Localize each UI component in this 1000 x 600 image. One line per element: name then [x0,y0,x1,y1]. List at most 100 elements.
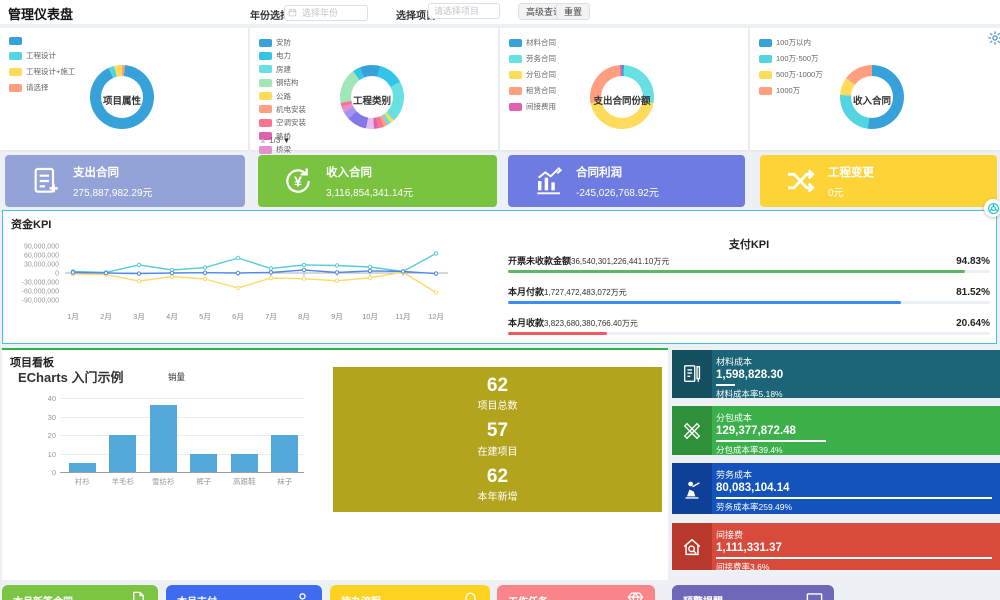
grid-line [60,453,304,455]
legend-swatch [509,70,522,79]
bar-衬衫[interactable] [68,462,96,472]
donut-chart[interactable]: 项目属性 [90,65,154,129]
legend-item[interactable]: 钢结构 [259,77,306,88]
legend-item[interactable]: 路桥 [259,131,306,142]
bottom-card-title: 预警提醒 [683,593,723,600]
year-select-input[interactable] [284,5,368,21]
stat-label: 在建项目 [477,446,518,458]
legend-item[interactable]: 100万-500万 [759,53,823,64]
legend-item[interactable]: 1000万 [759,85,823,96]
legend-label: 材料合同 [526,38,556,47]
settings-gear-icon[interactable] [987,30,1000,46]
payment-row-label: 开票未收款金额 [508,256,572,266]
legend-item[interactable]: 空调安装 [259,117,306,128]
legend-item[interactable] [9,37,75,45]
legend-item[interactable]: 安防 [259,37,306,48]
bar-chart-icon [532,165,564,197]
donut-chart[interactable]: 工程类别 [340,65,404,129]
legend-item[interactable]: 材料合同 [509,37,556,48]
legend-label: 空调安装 [276,118,306,128]
project-select-label: 选择项目 [396,11,436,22]
legend-swatch [509,54,522,63]
bottom-card-5[interactable]: 预警提醒 [672,585,834,600]
cost-card-1: 材料成本 1,598,828.30 材料成本率5.18% [672,350,1000,399]
legend-swatch [259,132,272,141]
cost-card-rate: 劳务成本率259.49% [716,502,793,512]
project-select-input[interactable] [428,3,500,19]
donut-chart[interactable]: 收入合同 [840,65,904,129]
legend-item[interactable]: 劳务合同 [509,53,556,64]
bottom-card-3[interactable]: 待办流程 [330,585,490,600]
legend-item[interactable]: 桥梁 [259,144,306,155]
cost-card-title: 材料成本 [716,357,753,367]
donut-chart[interactable]: 支出合同份额 [590,65,654,129]
kpi-card-1[interactable]: 支出合同 275,887,982.29元 [5,155,245,207]
legend-label: 租赁合同 [526,86,556,95]
payment-row-amount: 1,727,472,483,072万元 [544,288,627,297]
legend-item[interactable]: 房建 [259,64,306,75]
legend-label: 电力 [276,51,291,61]
kpi-card-2[interactable]: ¥ 收入合同 3,116,854,341.14元 [258,155,497,207]
payment-kpi-row: 本月付款 1,727,472,483,072万元 81.52% [508,285,990,316]
reset-button[interactable]: 重置 [556,3,591,20]
payment-kpi-row: 本月收款 3,823,680,380,766.40万元 20.64% [508,316,990,347]
legend-label: 公路 [276,91,291,101]
cost-rate-bar [716,384,736,386]
legend-swatch [259,78,272,87]
legend-item[interactable]: 租赁合同 [509,85,556,96]
progress-fill [508,270,966,273]
legend-item[interactable]: 500万-1000万 [759,69,823,80]
legend-swatch [759,86,772,95]
legend-swatch [150,373,164,382]
bottom-card-4[interactable]: 工作任务 [497,585,655,600]
legend-item[interactable]: 电力 [259,50,306,61]
legend-item[interactable]: 工程设计 [9,50,75,61]
legend-label: 1000万 [776,86,801,95]
bar-裤子[interactable] [190,453,218,472]
legend-label: 工程设计 [26,51,56,60]
legend-label: 500万-1000万 [776,70,823,79]
bottom-card-1[interactable]: 本月新签合同 [2,585,158,600]
project-stat: 62 项目总数 [333,374,662,412]
kpi-card-3[interactable]: 合同利润 -245,026,768.92元 [508,155,745,207]
donut-panel-4: 100万以内 100万-500万 500万-1000万 1000万 收入合同 [750,28,1000,150]
legend-item[interactable]: 分包合同 [509,69,556,80]
payment-row-percent: 20.64% [956,318,990,329]
legend-item[interactable]: 请选择 [9,82,75,93]
payment-row-percent: 94.83% [956,256,990,267]
legend-item[interactable]: 工程设计+施工 [9,66,75,77]
svg-text:90,000,000: 90,000,000 [24,244,59,251]
legend-item[interactable]: 机电安装 [259,104,306,115]
kpi-card-4[interactable]: 工程变更 0元 [760,155,997,207]
legend-item[interactable]: 100万以内 [759,37,823,48]
bar-chart-legend[interactable]: 销量 [150,371,185,383]
legend-item[interactable]: 间接费用 [509,101,556,112]
bar-高跟鞋[interactable] [230,453,258,472]
x-axis-category: 雪纺衫 [152,477,175,486]
legend-label: 工程设计+施工 [26,67,76,76]
cost-card-value: 1,598,828.30 [716,369,784,381]
legend-swatch [259,92,272,101]
bar-羊毛衫[interactable] [109,435,137,472]
svg-text:8月: 8月 [298,312,310,321]
theme-toolbox-button[interactable] [984,199,1000,217]
legend-swatch [9,83,22,92]
x-axis-line [60,472,304,473]
bar-雪纺衫[interactable] [149,405,177,472]
fund-kpi-title: 资金KPI [11,219,52,231]
cost-rate-bar [716,497,992,499]
legend-item[interactable]: 公路 [259,91,306,102]
cost-card-rate: 间接费率3.6% [716,562,770,572]
legend-next-icon[interactable]: ▼ [282,136,291,145]
legend-swatch [9,37,22,45]
document-plus-icon [29,165,61,197]
bar-袜子[interactable] [271,435,299,472]
bottom-card-2[interactable]: 本月支付 [166,585,322,600]
stat-value: 62 [486,374,509,396]
legend-swatch [509,102,522,111]
progress-fill [508,301,901,304]
svg-text:9月: 9月 [331,312,343,321]
x-axis-category: 衬衫 [74,477,90,486]
bottom-card-title: 待办流程 [341,593,381,600]
legend-prev-icon[interactable]: ▲ [259,136,267,145]
